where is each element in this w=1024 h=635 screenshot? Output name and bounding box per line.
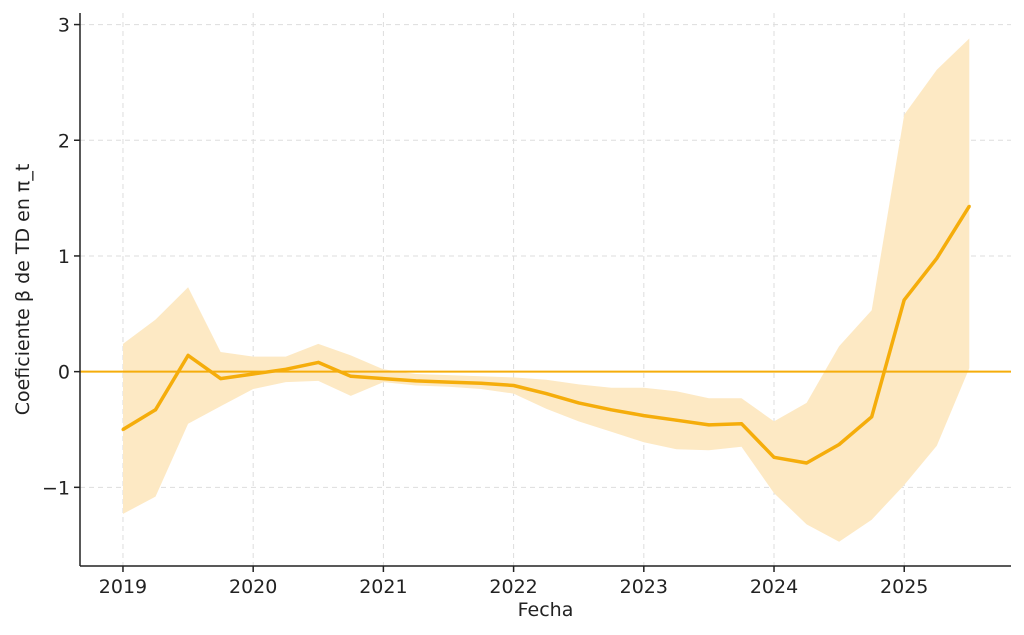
data-point — [154, 408, 158, 412]
data-point — [707, 423, 711, 427]
data-point — [544, 392, 548, 396]
x-tick-label: 2025 — [880, 576, 928, 598]
x-tick-label: 2023 — [620, 576, 668, 598]
y-tick-label: −1 — [42, 477, 70, 499]
data-point — [349, 374, 353, 378]
axes — [79, 13, 1011, 567]
data-point — [577, 401, 581, 405]
y-tick-label: 0 — [58, 362, 70, 384]
data-point — [674, 418, 678, 422]
data-point — [186, 353, 190, 357]
data-point — [772, 455, 776, 459]
data-point — [739, 422, 743, 426]
data-point — [219, 377, 223, 381]
series-points — [121, 204, 971, 465]
data-point — [935, 256, 939, 260]
data-point — [251, 372, 255, 376]
y-axis-ticks: 3 2 1 0 −1 — [42, 15, 80, 499]
data-point — [284, 367, 288, 371]
y-tick-label: 1 — [58, 246, 70, 268]
data-point — [609, 408, 613, 412]
data-point — [967, 204, 971, 208]
x-tick-label: 2020 — [229, 576, 277, 598]
x-tick-label: 2024 — [750, 576, 798, 598]
y-axis-title: Coeficiente β de TD en π_t — [12, 164, 34, 416]
data-point — [512, 384, 516, 388]
data-point — [642, 414, 646, 418]
data-point — [381, 377, 385, 381]
data-point — [479, 381, 483, 385]
data-point — [121, 427, 125, 431]
x-axis-ticks: 2019 2020 2021 2022 2023 2024 2025 — [99, 566, 928, 598]
confidence-band — [123, 38, 970, 542]
y-tick-label: 2 — [58, 130, 70, 152]
data-point — [446, 380, 450, 384]
x-tick-label: 2022 — [489, 576, 537, 598]
x-tick-label: 2021 — [359, 576, 407, 598]
data-point — [870, 415, 874, 419]
data-point — [805, 461, 809, 465]
x-tick-label: 2019 — [99, 576, 147, 598]
data-point — [316, 360, 320, 364]
y-tick-label: 3 — [58, 15, 70, 37]
data-point — [902, 298, 906, 302]
x-axis-title: Fecha — [518, 599, 574, 621]
data-point — [414, 379, 418, 383]
data-point — [837, 443, 841, 447]
